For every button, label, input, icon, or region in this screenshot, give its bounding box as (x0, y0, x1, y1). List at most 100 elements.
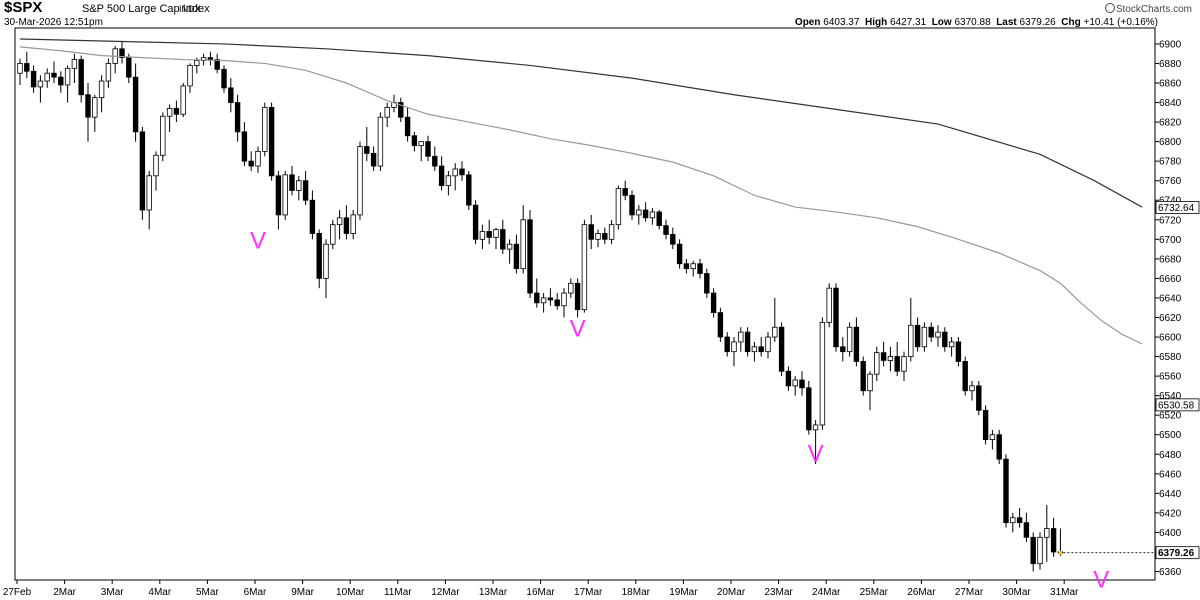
x-tick-label: 23Mar (764, 587, 793, 598)
candle-down (806, 387, 812, 431)
candle-down (853, 326, 860, 362)
candle-down (58, 76, 64, 86)
candle-up (506, 243, 513, 250)
y-tick-label: 6720 (1159, 215, 1182, 226)
y-tick-label: 6520 (1159, 411, 1182, 422)
x-tick-label: 17Mar (574, 587, 603, 598)
candle-down (24, 63, 30, 72)
x-axis: 27Feb 2Mar 3Mar 4Mar 5Mar 6Mar 9Mar 10Mar 11Mar 1… (3, 580, 1079, 598)
last-label: Last (996, 17, 1017, 28)
candle-up (772, 326, 778, 338)
candle-up (17, 63, 23, 74)
y-tick-label: 6580 (1159, 352, 1182, 363)
candle-down (704, 273, 710, 294)
candle-down (126, 57, 132, 78)
candle-up (874, 352, 880, 375)
candle-up (146, 175, 152, 211)
candle-up (636, 209, 642, 216)
candle-down (214, 59, 220, 70)
candle-down (228, 87, 234, 103)
x-tick-label: 24Mar (812, 587, 841, 598)
candle-up (792, 379, 798, 387)
candle-up (166, 108, 173, 117)
candle-down (302, 180, 309, 201)
y-tick-label: 6600 (1159, 333, 1182, 344)
candle-up (1010, 517, 1016, 524)
candle-up (64, 67, 71, 86)
candle-down (51, 72, 57, 78)
y-tick-label: 6860 (1159, 79, 1182, 90)
candle-down (724, 336, 730, 353)
x-tick-label: 11Mar (384, 587, 412, 598)
candle-down (221, 68, 227, 89)
chart-datetime: 30-Mar-2026 12:51pm (4, 17, 103, 28)
candle-down (119, 48, 125, 58)
candle-down (364, 146, 370, 154)
brand-text: StockCharts.com (1115, 4, 1192, 15)
candle-up (336, 217, 343, 226)
candle-down (642, 209, 649, 219)
candle-up (812, 424, 819, 431)
candle-down (602, 233, 608, 240)
candle-down (486, 231, 492, 238)
candle-up (819, 321, 826, 426)
candle-up (540, 297, 547, 304)
candle-down (343, 217, 350, 234)
chg-label: Chg (1061, 17, 1081, 28)
y-tick-label: 6560 (1159, 372, 1182, 383)
candle-down (234, 102, 241, 133)
candle-down (833, 287, 839, 348)
candle-down (268, 107, 275, 177)
candle-up (887, 356, 894, 361)
x-tick-label: 9Mar (291, 587, 314, 598)
value-tag-label: 6530.58 (1158, 400, 1195, 411)
y-tick-label: 6640 (1159, 293, 1182, 304)
candle-down (316, 233, 322, 279)
candle-up (738, 331, 744, 343)
v-marker: V (808, 440, 824, 467)
candle-down (1016, 517, 1023, 524)
symbol-name: S&P 500 Large Cap Index (82, 3, 210, 15)
x-tick-label: 6Mar (244, 587, 267, 598)
candle-down (139, 131, 146, 211)
v-marker: V (250, 227, 266, 254)
candle-up (262, 107, 268, 152)
open-value: 6403.37 (823, 17, 860, 28)
candle-down (85, 94, 91, 118)
y-tick-label: 6420 (1159, 508, 1182, 519)
candle-down (656, 211, 662, 227)
x-tick-label: 5Mar (196, 587, 219, 598)
candle-down (500, 229, 506, 250)
candle-down (78, 59, 84, 96)
candle-up (731, 341, 737, 353)
candle-down (629, 194, 635, 216)
candle-up (608, 224, 615, 240)
value-tag-box (1155, 201, 1200, 214)
low-label: Low (931, 17, 952, 28)
candle-up (377, 116, 384, 167)
candle-up (520, 219, 526, 270)
candle-down (710, 292, 717, 313)
y-axis: 6360638064006420644064606480650065206540… (1155, 39, 1200, 578)
y-tick-label: 6460 (1159, 469, 1182, 480)
candle-up (1044, 528, 1050, 538)
candle-up (350, 214, 356, 234)
candle-up (561, 292, 567, 307)
candle-down (697, 263, 703, 274)
candle-down (173, 108, 180, 115)
candle-down (411, 135, 418, 146)
candle-up (160, 115, 166, 156)
candle-down (860, 361, 866, 392)
candle-down (30, 70, 37, 88)
candle-down (778, 326, 785, 372)
x-tick-label: 2Mar (53, 587, 76, 598)
candle-up (92, 97, 98, 118)
x-tick-label: 30Mar (1002, 587, 1031, 598)
candle-down (962, 361, 968, 392)
candle-down (398, 102, 404, 118)
candle-up (690, 263, 696, 270)
x-tick-label: 31Mar (1050, 587, 1079, 598)
x-tick-label: 25Mar (860, 587, 889, 598)
candle-up (282, 174, 288, 216)
